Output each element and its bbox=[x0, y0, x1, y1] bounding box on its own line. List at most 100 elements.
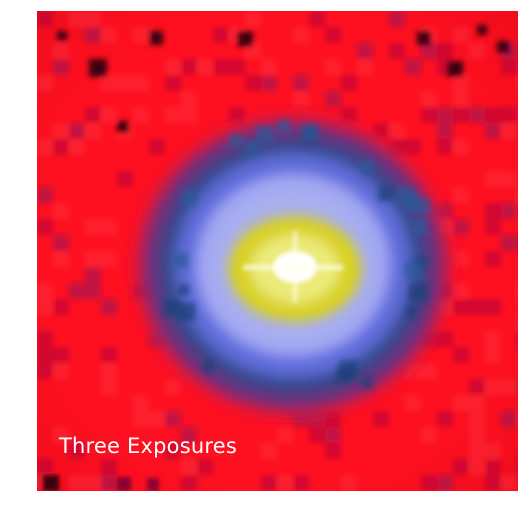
noise-pixel bbox=[389, 123, 405, 139]
noise-pixel bbox=[357, 43, 373, 59]
noise-pixel bbox=[37, 187, 53, 203]
noise-pixel bbox=[501, 123, 517, 139]
noise-pixel bbox=[101, 75, 117, 91]
noise-pixel bbox=[53, 363, 69, 379]
noise-pixel bbox=[101, 347, 117, 363]
noise-pixel bbox=[37, 219, 53, 235]
noise-pixel bbox=[133, 411, 149, 427]
noise-pixel bbox=[485, 171, 501, 187]
noise-pixel bbox=[389, 11, 405, 27]
noise-pixel bbox=[469, 411, 485, 427]
noise-pixel bbox=[485, 123, 501, 139]
noise-pixel bbox=[501, 107, 517, 123]
noise-pixel bbox=[437, 139, 453, 155]
noise-pixel bbox=[437, 123, 453, 139]
noise-pixel bbox=[357, 59, 373, 75]
noise-pixel bbox=[261, 443, 277, 459]
noise-pixel bbox=[181, 107, 197, 123]
noise-pixel bbox=[53, 347, 69, 363]
noise-pixel bbox=[469, 459, 485, 475]
noise-pixel bbox=[405, 59, 421, 75]
halo-knot bbox=[244, 140, 260, 156]
noise-pixel bbox=[85, 107, 101, 123]
noise-pixel bbox=[485, 459, 501, 475]
noise-pixel bbox=[165, 411, 181, 427]
halo-knot bbox=[411, 219, 427, 235]
noise-pixel bbox=[517, 459, 518, 475]
exposure-image bbox=[37, 11, 518, 491]
noise-pixel bbox=[341, 475, 357, 491]
noise-pixel bbox=[37, 363, 53, 379]
noise-pixel bbox=[469, 379, 485, 395]
noise-pixel bbox=[485, 379, 501, 395]
noise-pixel bbox=[69, 443, 85, 459]
noise-pixel bbox=[101, 363, 117, 379]
noise-pixel bbox=[485, 251, 501, 267]
noise-pixel bbox=[53, 123, 69, 139]
noise-pixel bbox=[501, 171, 517, 187]
astronomical-image bbox=[37, 11, 518, 491]
noise-pixel bbox=[325, 427, 341, 443]
halo-knots bbox=[162, 120, 430, 389]
noise-pixel bbox=[421, 107, 437, 123]
halo-knot bbox=[336, 367, 352, 383]
noise-pixel bbox=[485, 203, 501, 219]
noise-pixel bbox=[37, 299, 53, 315]
noise-pixel bbox=[85, 219, 101, 235]
halo-knot bbox=[162, 299, 180, 316]
noise-pixel bbox=[133, 75, 149, 91]
noise-pixel bbox=[197, 59, 213, 75]
noise-pixel bbox=[373, 411, 389, 427]
noise-pixel bbox=[37, 11, 53, 27]
halo-knot bbox=[409, 283, 429, 303]
noise-pixel bbox=[293, 75, 309, 91]
noise-pixel bbox=[421, 91, 437, 107]
noise-pixel bbox=[517, 283, 518, 299]
noise-pixel bbox=[149, 139, 165, 155]
noise-pixel bbox=[133, 107, 149, 123]
noise-pixel bbox=[405, 395, 421, 411]
noise-pixel bbox=[37, 139, 53, 155]
noise-pixel bbox=[181, 59, 197, 75]
noise-pixel bbox=[85, 27, 101, 43]
noise-pixel bbox=[133, 27, 149, 43]
noise-pixel bbox=[37, 331, 53, 347]
halo-knot bbox=[361, 377, 373, 389]
noise-pixel bbox=[437, 411, 453, 427]
noise-pixel bbox=[101, 251, 117, 267]
noise-pixel bbox=[389, 43, 405, 59]
noise-pixel bbox=[421, 475, 437, 491]
noise-pixel bbox=[261, 475, 277, 491]
noise-pixel bbox=[117, 75, 133, 91]
halo-knot bbox=[360, 159, 375, 174]
noise-pixel bbox=[69, 139, 85, 155]
dark-speck bbox=[417, 31, 431, 45]
noise-pixel bbox=[325, 443, 341, 459]
noise-pixel bbox=[421, 363, 437, 379]
noise-pixel bbox=[469, 43, 485, 59]
dark-speck bbox=[149, 31, 163, 45]
halo-knot bbox=[406, 306, 418, 318]
noise-pixel bbox=[69, 11, 85, 27]
noise-pixel bbox=[101, 27, 117, 43]
noise-pixel bbox=[165, 59, 181, 75]
dark-speck bbox=[497, 41, 509, 53]
noise-pixel bbox=[341, 75, 357, 91]
noise-pixel bbox=[245, 11, 261, 27]
noise-pixel bbox=[277, 427, 293, 443]
dark-speck bbox=[477, 25, 487, 35]
halo-knot bbox=[277, 120, 290, 133]
noise-pixel bbox=[501, 235, 517, 251]
noise-pixel bbox=[453, 299, 469, 315]
noise-pixel bbox=[517, 187, 518, 203]
noise-pixel bbox=[53, 235, 69, 251]
noise-pixel bbox=[517, 379, 518, 395]
noise-pixel bbox=[469, 443, 485, 459]
noise-pixel bbox=[53, 203, 69, 219]
noise-pixel bbox=[469, 107, 485, 123]
noise-pixel bbox=[501, 203, 517, 219]
noise-pixel bbox=[517, 235, 518, 251]
noise-pixel bbox=[53, 299, 69, 315]
noise-pixel bbox=[85, 283, 101, 299]
